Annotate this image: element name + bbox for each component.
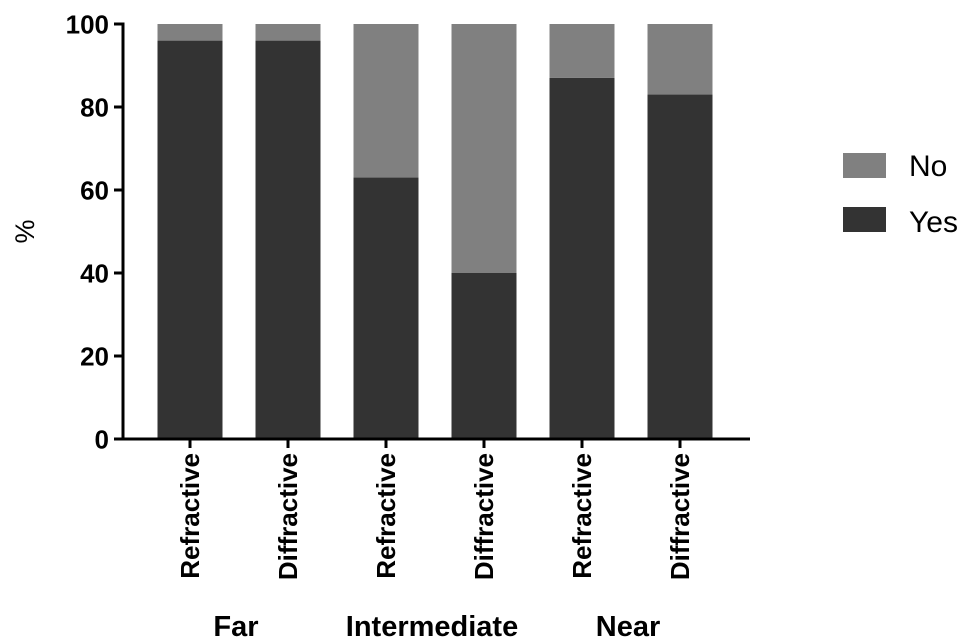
y-axis-title: % [10, 219, 40, 243]
bar-yes-6 [647, 94, 713, 440]
y-tick-label: 0 [95, 425, 109, 455]
y-tick-label: 80 [80, 93, 109, 123]
bars-layer [157, 24, 713, 440]
x-category-label: Refractive [567, 453, 597, 579]
x-category-label: Diffractive [469, 453, 499, 580]
legend-label-yes: Yes [909, 206, 958, 239]
labels-layer: 0 20 40 60 80 100 Refractive Diffractive Refract… [10, 10, 695, 641]
bar-no-1 [157, 24, 223, 41]
group-label-near: Near [596, 611, 661, 641]
legend-swatch-yes [843, 207, 886, 232]
axes-layer [114, 22, 750, 448]
bar-yes-4 [451, 273, 517, 439]
bar-no-5 [549, 24, 615, 78]
x-category-label: Refractive [175, 453, 205, 579]
x-category-label: Diffractive [665, 453, 695, 580]
x-category-label: Refractive [371, 453, 401, 579]
y-tick-label: 40 [80, 259, 109, 289]
group-label-far: Far [213, 611, 258, 641]
bar-no-3 [353, 24, 419, 178]
bar-no-6 [647, 24, 713, 95]
legend-swatch-no [843, 153, 886, 178]
bar-yes-3 [353, 177, 419, 440]
y-tick-label: 20 [80, 342, 109, 372]
bar-yes-1 [157, 40, 223, 439]
bar-yes-5 [549, 77, 615, 439]
y-tick-label: 100 [66, 10, 109, 40]
bar-no-2 [255, 24, 321, 41]
bar-yes-2 [255, 40, 321, 439]
y-tick-label: 60 [80, 176, 109, 206]
legend: No Yes [843, 150, 958, 239]
bar-no-4 [451, 24, 517, 273]
x-category-label: Diffractive [273, 453, 303, 580]
group-label-intermediate: Intermediate [346, 611, 518, 641]
legend-label-no: No [909, 150, 947, 183]
